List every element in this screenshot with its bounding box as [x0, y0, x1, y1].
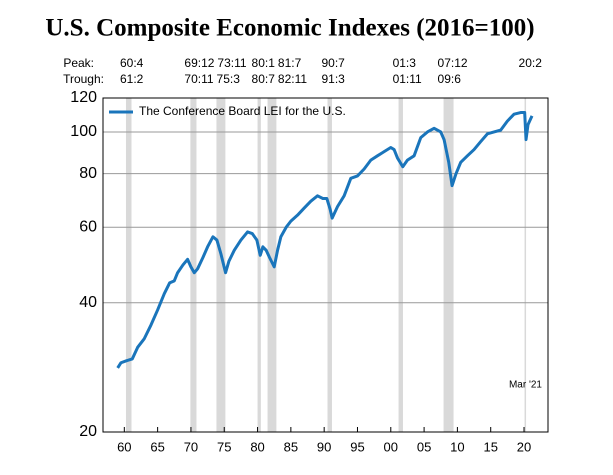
- trough-label: 80:7: [252, 72, 276, 86]
- recession-band: [257, 98, 261, 432]
- peak-label: 81:7: [278, 56, 302, 70]
- x-tick-label: 00: [384, 439, 398, 454]
- y-tick-label: 40: [79, 294, 97, 311]
- annotation: Mar '21: [509, 380, 542, 391]
- peak-label: 80:1: [252, 56, 276, 70]
- trough-label: 70:11: [184, 72, 213, 86]
- recession-band: [216, 98, 226, 432]
- trough-label: 82:11: [278, 72, 307, 86]
- recession-band: [398, 98, 403, 432]
- peak-label: 20:2: [519, 56, 543, 70]
- x-tick-label: 20: [517, 439, 531, 454]
- recession-band: [125, 98, 132, 432]
- y-tick-label: 120: [70, 89, 97, 106]
- recession-band: [190, 98, 197, 432]
- trough-row-label: Trough:: [63, 72, 104, 86]
- x-tick-label: 65: [150, 439, 164, 454]
- recession-band: [524, 98, 527, 432]
- trough-label: 61:2: [120, 72, 144, 86]
- recession-band: [327, 98, 332, 432]
- x-tick-label: 85: [284, 439, 298, 454]
- x-tick-label: 05: [417, 439, 431, 454]
- y-tick-label: 60: [79, 218, 97, 235]
- x-tick-label: 90: [317, 439, 331, 454]
- trough-label: 75:3: [217, 72, 241, 86]
- y-tick-label: 20: [79, 423, 97, 440]
- peak-row-label: Peak:: [63, 56, 94, 70]
- recession-band: [443, 98, 454, 432]
- y-tick-label: 100: [70, 123, 97, 140]
- trough-label: 91:3: [321, 72, 345, 86]
- peak-label: 60:4: [120, 56, 144, 70]
- x-tick-label: 70: [184, 439, 198, 454]
- peak-label: 69:12: [184, 56, 214, 70]
- x-tick-label: 60: [117, 439, 131, 454]
- trough-label: 01:11: [393, 72, 422, 86]
- x-tick-label: 80: [250, 439, 264, 454]
- x-tick-label: 10: [450, 439, 464, 454]
- y-tick-label: 80: [79, 165, 97, 182]
- legend-label: The Conference Board LEI for the U.S.: [139, 104, 346, 118]
- peak-label: 01:3: [393, 56, 417, 70]
- peak-label: 90:7: [321, 56, 345, 70]
- plot-frame: [102, 97, 549, 433]
- series-line: [116, 111, 534, 369]
- peak-label: 07:12: [438, 56, 468, 70]
- trough-label: 09:6: [438, 72, 462, 86]
- x-tick-label: 95: [350, 439, 364, 454]
- chart-title: U.S. Composite Economic Indexes (2016=10…: [45, 15, 534, 42]
- x-tick-label: 15: [483, 439, 497, 454]
- x-tick-label: 75: [217, 439, 231, 454]
- peak-label: 73:11: [217, 56, 246, 70]
